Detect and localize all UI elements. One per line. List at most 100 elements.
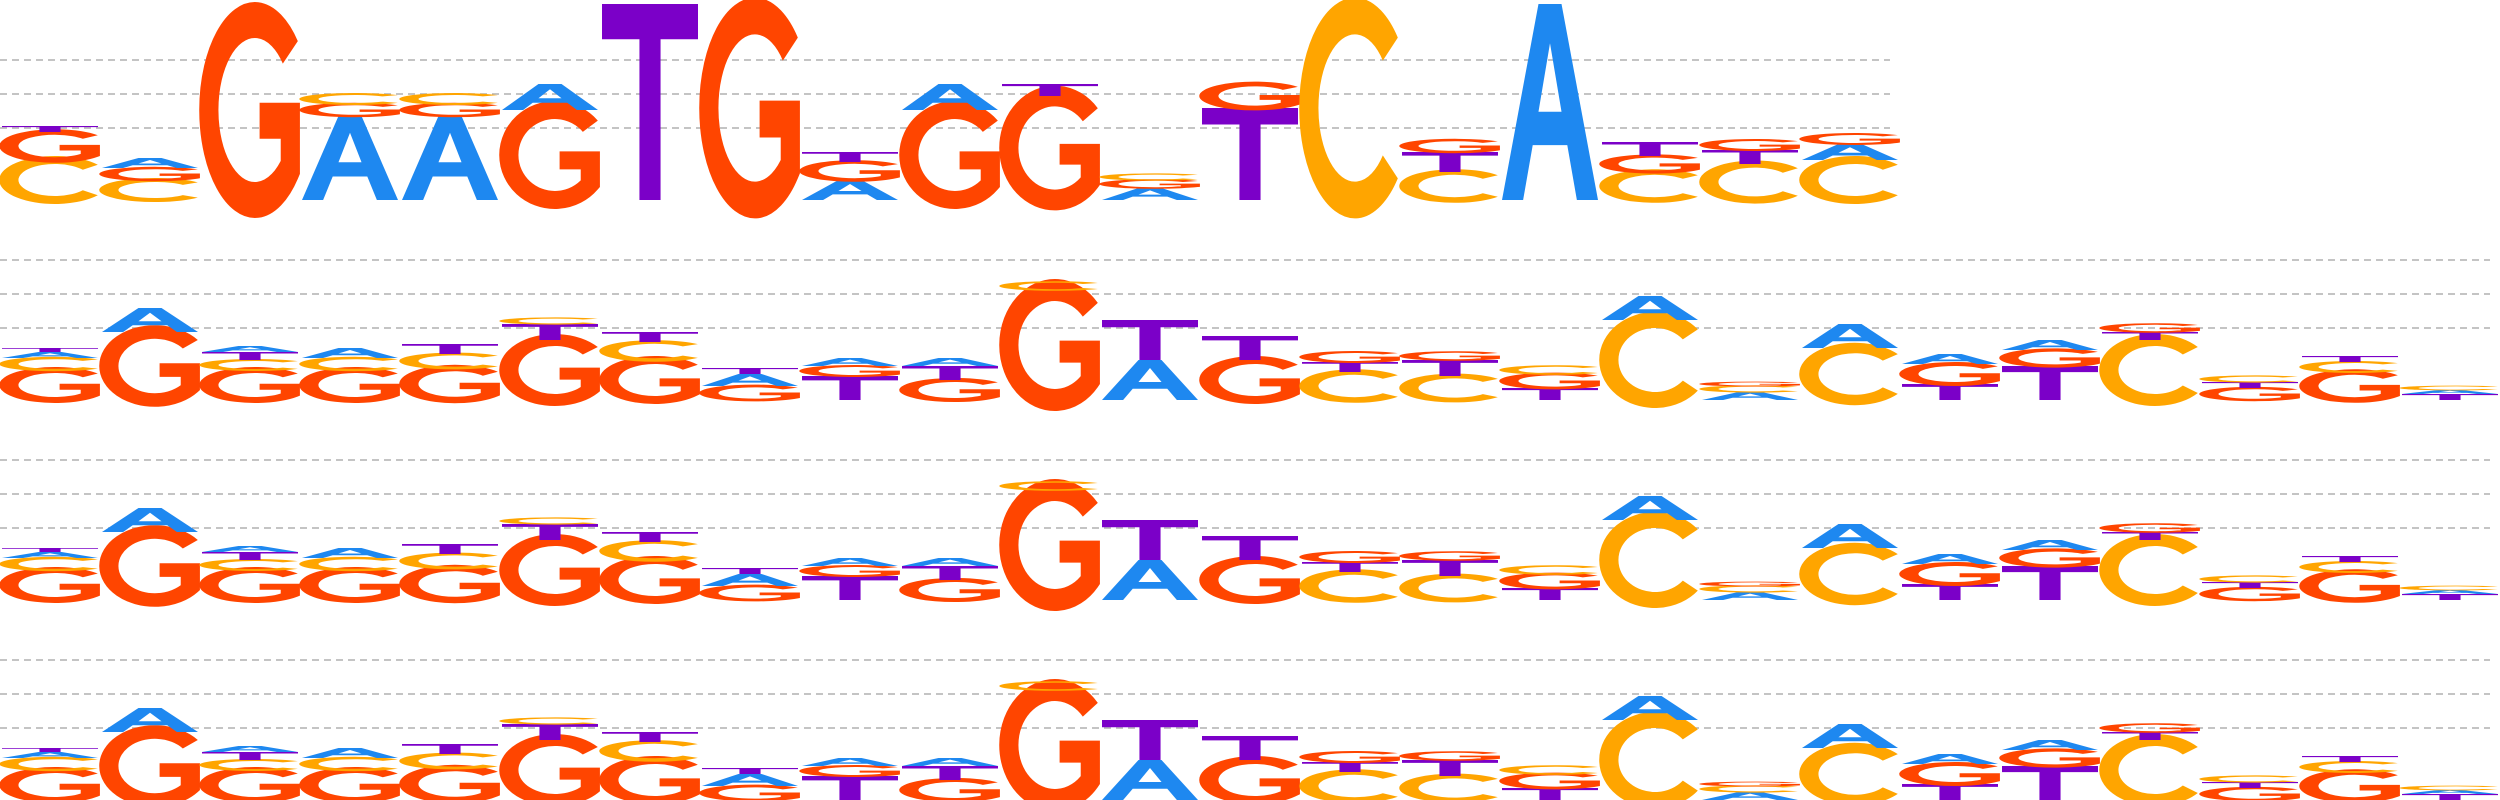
logo-column (1102, 520, 1198, 600)
nucleotide-a-glyph (302, 548, 398, 558)
nucleotide-c-glyph (1799, 342, 1898, 406)
logo-column (1799, 724, 1898, 800)
nucleotide-g-glyph (799, 765, 900, 777)
nucleotide-a-glyph (302, 116, 398, 200)
nucleotide-g-glyph (2299, 769, 2400, 800)
nucleotide-c-glyph (599, 540, 698, 562)
logo-column (99, 508, 200, 607)
logo-column (1299, 0, 1398, 219)
nucleotide-g-glyph (2099, 523, 2200, 533)
logo-column (1199, 536, 1300, 604)
nucleotide-c-glyph (1699, 785, 1798, 793)
logo-column (99, 158, 200, 202)
nucleotide-g-glyph (799, 160, 900, 182)
nucleotide-t-glyph (1002, 84, 1098, 96)
logo-column (399, 344, 500, 404)
logo-column (499, 717, 600, 800)
nucleotide-g-glyph (999, 279, 1100, 411)
logo-column (1999, 740, 2100, 800)
logo-column (699, 768, 800, 800)
nucleotide-c-glyph (599, 740, 698, 762)
logo-column (399, 744, 500, 800)
nucleotide-g-glyph (199, 567, 300, 603)
nucleotide-t-glyph (1202, 336, 1298, 360)
nucleotide-g-glyph (999, 85, 1100, 211)
nucleotide-g-glyph (0, 129, 100, 163)
nucleotide-g-glyph (1199, 556, 1300, 604)
nucleotide-g-glyph (1099, 179, 1200, 189)
logo-column (999, 279, 1100, 411)
nucleotide-g-glyph (299, 367, 400, 403)
nucleotide-t-glyph (1302, 762, 1398, 772)
nucleotide-g-glyph (1199, 356, 1300, 404)
logo-column (0, 748, 100, 800)
logo-column (799, 358, 900, 400)
nucleotide-t-glyph (2402, 794, 2498, 800)
nucleotide-g-glyph (599, 556, 700, 604)
logo-column (1999, 340, 2100, 400)
nucleotide-g-glyph (2099, 723, 2200, 733)
nucleotide-c-glyph (2099, 534, 2198, 606)
nucleotide-a-glyph (1702, 392, 1798, 400)
nucleotide-g-glyph (2199, 586, 2300, 602)
nucleotide-t-glyph (1602, 142, 1698, 156)
nucleotide-g-glyph (1699, 781, 1800, 787)
nucleotide-g-glyph (199, 2, 300, 218)
logo-column (1199, 736, 1300, 800)
logo-column (1399, 351, 1500, 403)
logo-column (602, 4, 698, 200)
nucleotide-a-glyph (1802, 724, 1898, 748)
logo-column (2299, 556, 2400, 603)
nucleotide-t-glyph (202, 552, 298, 560)
nucleotide-g-glyph (399, 102, 500, 118)
nucleotide-g-glyph (1799, 133, 1900, 145)
nucleotide-c-glyph (399, 352, 498, 370)
logo-column (999, 84, 1100, 211)
logo-column (599, 532, 700, 604)
nucleotide-a-glyph (302, 348, 398, 358)
nucleotide-g-glyph (1399, 351, 1500, 361)
logo-column (99, 708, 200, 800)
nucleotide-a-glyph (702, 574, 798, 586)
nucleotide-g-glyph (899, 578, 1000, 602)
nucleotide-t-glyph (1202, 736, 1298, 760)
nucleotide-c-glyph (499, 317, 598, 325)
logo-column (1399, 138, 1500, 203)
nucleotide-t-glyph (2002, 566, 2098, 600)
nucleotide-g-glyph (299, 567, 400, 603)
logo-column (1599, 296, 1698, 408)
nucleotide-t-glyph (602, 532, 698, 542)
nucleotide-a-glyph (702, 774, 798, 786)
logo-column (899, 84, 1000, 209)
nucleotide-a-glyph (802, 180, 898, 200)
nucleotide-a-glyph (902, 84, 998, 110)
logo-column (299, 748, 400, 800)
logo-column (699, 0, 800, 219)
nucleotide-g-glyph (99, 525, 200, 607)
logo-column (1102, 720, 1198, 800)
nucleotide-t-glyph (402, 544, 498, 554)
logo-column (1499, 765, 1600, 800)
nucleotide-t-glyph (2202, 782, 2298, 788)
logo-column (199, 346, 300, 403)
nucleotide-g-glyph (1299, 351, 1400, 363)
logo-column (1102, 320, 1198, 400)
nucleotide-t-glyph (902, 366, 998, 380)
logo-column (2099, 323, 2200, 406)
nucleotide-t-glyph (602, 332, 698, 342)
logo-column (1799, 524, 1898, 606)
nucleotide-c-glyph (399, 93, 498, 105)
nucleotide-a-glyph (902, 358, 998, 366)
nucleotide-g-glyph (899, 378, 1000, 402)
nucleotide-g-glyph (999, 679, 1100, 800)
nucleotide-a-glyph (1602, 696, 1698, 720)
nucleotide-c-glyph (2099, 334, 2198, 406)
nucleotide-g-glyph (1299, 751, 1400, 763)
nucleotide-t-glyph (402, 344, 498, 354)
nucleotide-t-glyph (1502, 388, 1598, 400)
nucleotide-a-glyph (1102, 360, 1198, 400)
nucleotide-g-glyph (1499, 372, 1600, 390)
logo-column (1699, 381, 1800, 400)
nucleotide-t-glyph (1502, 788, 1598, 800)
nucleotide-c-glyph (299, 93, 398, 105)
